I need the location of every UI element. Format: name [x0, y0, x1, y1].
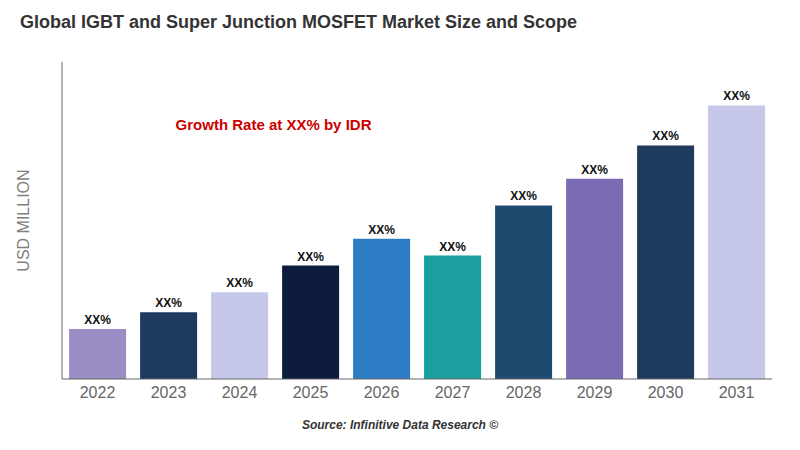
svg-text:XX%: XX%	[510, 189, 537, 203]
svg-text:2027: 2027	[435, 384, 471, 401]
svg-text:2028: 2028	[506, 384, 542, 401]
svg-text:2031: 2031	[719, 384, 755, 401]
html-text:Source: Infinitive Data Resear: Source: Infinitive Data Research ©	[301, 418, 499, 432]
svg-text:XX%: XX%	[368, 223, 395, 237]
svg-text:USD MILLION: USD MILLION	[15, 169, 32, 271]
svg-text:XX%: XX%	[723, 89, 750, 103]
svg-text:2026: 2026	[364, 384, 400, 401]
svg-text:2024: 2024	[222, 384, 258, 401]
html-text:Global IGBT and Super Junction: Global IGBT and Super Junction MOSFET Ma…	[20, 12, 578, 32]
svg-text:2029: 2029	[577, 384, 613, 401]
html-text:Growth Rate at XX% by IDR: Growth Rate at XX% by IDR	[175, 116, 372, 134]
svg-text:XX%: XX%	[439, 240, 466, 254]
svg-text:XX%: XX%	[155, 296, 182, 310]
svg-text:XX%: XX%	[226, 276, 253, 290]
svg-text:2025: 2025	[293, 384, 329, 401]
svg-text:XX%: XX%	[84, 313, 111, 327]
svg-text:2030: 2030	[648, 384, 684, 401]
svg-text:2023: 2023	[151, 384, 187, 401]
svg-text:2022: 2022	[80, 384, 116, 401]
svg-text:XX%: XX%	[581, 163, 608, 177]
svg-text:XX%: XX%	[652, 129, 679, 143]
svg-text:XX%: XX%	[297, 250, 324, 264]
